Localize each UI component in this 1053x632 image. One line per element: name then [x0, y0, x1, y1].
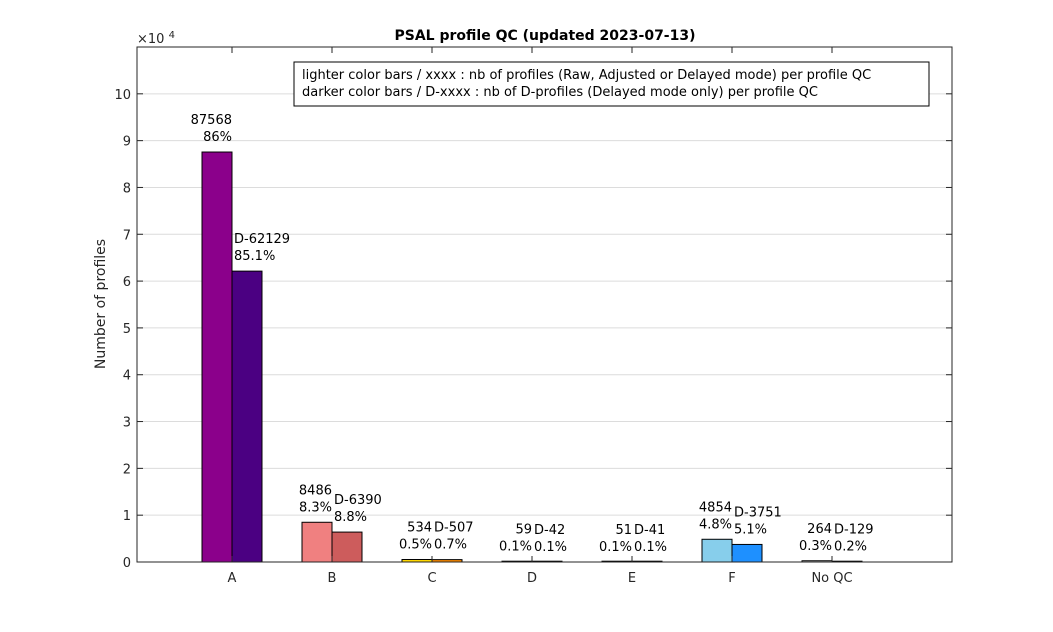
- axis-ticks: 0 1 2 3 4 5 6 7 8 9 10 A B C D E F No QC: [114, 47, 952, 586]
- y-exponent-label: ×10 4: [137, 30, 175, 47]
- y-tick-label: 10: [114, 88, 131, 103]
- x-tick-label: B: [328, 571, 337, 586]
- bar-count-label: D-42: [534, 523, 565, 538]
- annotation-frame: [293, 61, 930, 107]
- bar-percent-label: 0.1%: [599, 540, 632, 555]
- annotation-box: lighter color bars / xxxx : nb of profil…: [293, 61, 930, 107]
- y-tick-label: 4: [123, 369, 131, 384]
- annotation-line-1: lighter color bars / xxxx : nb of profil…: [302, 68, 871, 83]
- bar-percent-label: 0.2%: [834, 539, 867, 554]
- bar-count-label: D-129: [834, 522, 874, 537]
- x-tick-label: C: [427, 571, 436, 586]
- y-tick-label: 8: [123, 181, 131, 196]
- bar-count-label: 4854: [699, 500, 732, 515]
- x-tick-label: E: [628, 571, 636, 586]
- bar-series-2-f: [731, 543, 763, 563]
- bar-count-label: D-3751: [734, 505, 782, 520]
- y-tick-label: 2: [123, 462, 131, 477]
- bar-count-label: D-62129: [234, 232, 290, 247]
- bar-count-label: 534: [407, 520, 432, 535]
- bar-count-label: D-41: [634, 523, 665, 538]
- bar-count-label: 8486: [299, 483, 332, 498]
- y-tick-label: 7: [123, 228, 131, 243]
- bar-series-2-a: [231, 270, 263, 563]
- x-tick-label: A: [228, 571, 237, 586]
- y-tick-label: 6: [123, 275, 131, 290]
- bar-series-1-b: [301, 521, 333, 563]
- x-tick-label: No QC: [811, 571, 852, 586]
- bar-series-2-b: [331, 531, 363, 563]
- x-tick-label: D: [527, 571, 537, 586]
- y-tick-label: 5: [123, 322, 131, 337]
- bar-percent-label: 85.1%: [234, 249, 275, 264]
- bar-count-label: 59: [515, 523, 532, 538]
- chart-title: PSAL profile QC (updated 2023-07-13): [395, 28, 696, 44]
- y-exponent-power: 4: [169, 30, 175, 41]
- bar-series-1-a: [201, 151, 233, 563]
- bar-percent-label: 8.3%: [299, 500, 332, 515]
- bar-count-label: D-6390: [334, 493, 382, 508]
- bar-labels: 8756886%84868.3%5340.5%590.1%510.1%48544…: [191, 113, 874, 555]
- y-tick-label: 0: [123, 556, 131, 571]
- bar-count-label: 87568: [191, 113, 232, 128]
- bar-percent-label: 8.8%: [334, 510, 367, 525]
- bar-percent-label: 4.8%: [699, 517, 732, 532]
- bar-percent-label: 0.1%: [499, 540, 532, 555]
- y-exponent-base: ×10: [137, 32, 164, 47]
- annotation-line-2: darker color bars / D-xxxx : nb of D-pro…: [302, 85, 818, 100]
- bar-percent-label: 5.1%: [734, 522, 767, 537]
- bar-count-label: D-507: [434, 521, 474, 536]
- y-tick-label: 3: [123, 416, 131, 431]
- bar-percent-label: 0.1%: [634, 540, 667, 555]
- y-tick-label: 1: [123, 509, 131, 524]
- bars: [201, 151, 863, 563]
- bar-percent-label: 0.7%: [434, 538, 467, 553]
- bar-percent-label: 0.1%: [534, 540, 567, 555]
- bar-count-label: 264: [807, 522, 832, 537]
- bar-percent-label: 0.3%: [799, 539, 832, 554]
- bar-percent-label: 0.5%: [399, 537, 432, 552]
- bar-series-1-f: [701, 538, 733, 563]
- bar-percent-label: 86%: [203, 130, 232, 145]
- y-tick-label: 9: [123, 135, 131, 150]
- bar-count-label: 51: [615, 523, 632, 538]
- plot-frame: [136, 46, 953, 563]
- x-tick-label: F: [728, 571, 735, 586]
- y-axis-label: Number of profiles: [93, 239, 109, 369]
